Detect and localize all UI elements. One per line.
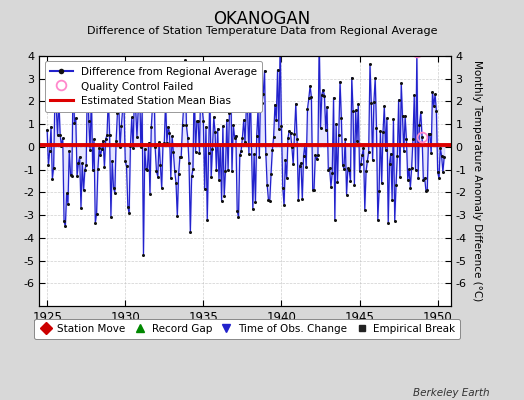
Text: Berkeley Earth: Berkeley Earth	[413, 388, 490, 398]
Text: OKANOGAN: OKANOGAN	[213, 10, 311, 28]
Legend: Station Move, Record Gap, Time of Obs. Change, Empirical Break: Station Move, Record Gap, Time of Obs. C…	[35, 319, 460, 339]
Y-axis label: Monthly Temperature Anomaly Difference (°C): Monthly Temperature Anomaly Difference (…	[472, 60, 482, 302]
Legend: Difference from Regional Average, Quality Control Failed, Estimated Station Mean: Difference from Regional Average, Qualit…	[45, 61, 262, 112]
Text: Difference of Station Temperature Data from Regional Average: Difference of Station Temperature Data f…	[87, 26, 437, 36]
